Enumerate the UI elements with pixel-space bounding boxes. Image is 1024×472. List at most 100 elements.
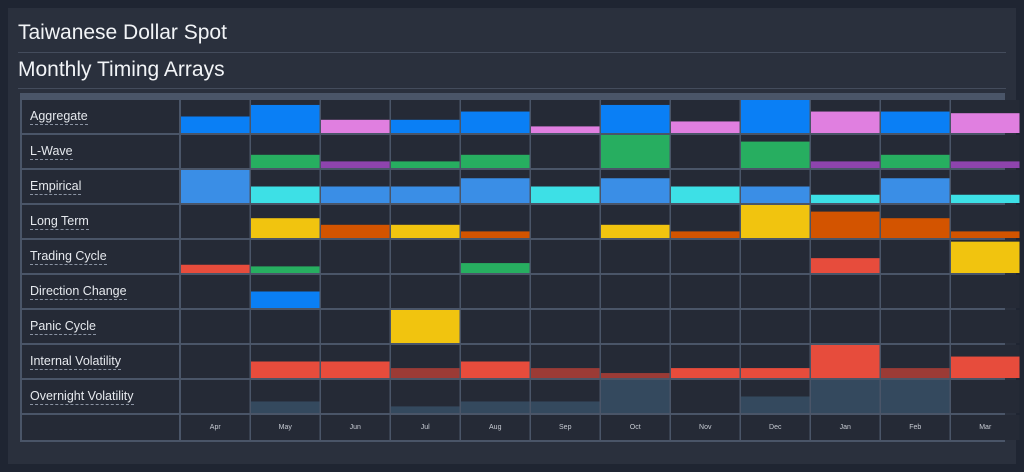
bar-trading-cycle-jan[interactable]: [811, 258, 880, 273]
bar-overnight-volatility-dec[interactable]: [741, 396, 810, 414]
bar-empirical-oct[interactable]: [601, 178, 670, 203]
bar-internal-volatility-oct[interactable]: [601, 373, 670, 378]
bar-trading-cycle-mar[interactable]: [951, 241, 1020, 273]
bar-aggregate-may[interactable]: [251, 104, 320, 133]
month-axis-cell: [321, 415, 390, 440]
row-label[interactable]: Panic Cycle: [30, 319, 96, 335]
bar-internal-volatility-feb[interactable]: [881, 368, 950, 378]
grid-cell: [531, 205, 600, 238]
month-axis-cell: [811, 415, 880, 440]
bar-overnight-volatility-sep[interactable]: [531, 401, 600, 413]
bar-aggregate-aug[interactable]: [461, 111, 530, 133]
bar-internal-volatility-mar[interactable]: [951, 356, 1020, 378]
bar-empirical-nov[interactable]: [671, 186, 740, 204]
grid-cell: [461, 275, 530, 308]
grid-cell: [181, 135, 250, 168]
bar-l-wave-jan[interactable]: [811, 161, 880, 168]
bar-internal-volatility-may[interactable]: [251, 361, 320, 379]
bar-internal-volatility-jun[interactable]: [321, 361, 390, 379]
bar-overnight-volatility-oct[interactable]: [601, 380, 670, 413]
bar-aggregate-dec[interactable]: [741, 100, 810, 133]
grid-cell: [181, 205, 250, 238]
grid-cell: [671, 310, 740, 343]
bar-long-term-may[interactable]: [251, 218, 320, 238]
bar-trading-cycle-may[interactable]: [251, 266, 320, 273]
bar-aggregate-jun[interactable]: [321, 119, 390, 133]
bar-internal-volatility-dec[interactable]: [741, 368, 810, 378]
bar-aggregate-jan[interactable]: [811, 111, 880, 133]
row-label-cell: [22, 205, 179, 238]
grid-cell: [181, 345, 250, 378]
grid-cell: [671, 240, 740, 273]
row-label[interactable]: Direction Change: [30, 284, 127, 300]
row-label[interactable]: Overnight Volatility: [30, 389, 134, 405]
bar-long-term-jul[interactable]: [391, 224, 460, 238]
bar-l-wave-oct[interactable]: [601, 135, 670, 168]
bar-long-term-aug[interactable]: [461, 231, 530, 238]
bar-empirical-may[interactable]: [251, 186, 320, 204]
bar-l-wave-may[interactable]: [251, 154, 320, 168]
month-axis-cell: [671, 415, 740, 440]
grid-cell: [601, 240, 670, 273]
bar-l-wave-aug[interactable]: [461, 154, 530, 168]
bar-aggregate-feb[interactable]: [881, 111, 950, 133]
bar-long-term-nov[interactable]: [671, 231, 740, 238]
month-axis-cell: [601, 415, 670, 440]
bar-l-wave-jul[interactable]: [391, 161, 460, 168]
grid-cell: [391, 240, 460, 273]
bar-l-wave-dec[interactable]: [741, 141, 810, 168]
row-label[interactable]: Internal Volatility: [30, 354, 122, 370]
bar-aggregate-apr[interactable]: [181, 116, 250, 134]
row-label-cell: [22, 275, 179, 308]
row-label[interactable]: Empirical: [30, 179, 82, 195]
bar-panic-cycle-jul[interactable]: [391, 310, 460, 343]
month-label: Jun: [349, 424, 361, 431]
bar-l-wave-feb[interactable]: [881, 154, 950, 168]
row-label[interactable]: Aggregate: [30, 109, 88, 125]
bar-aggregate-jul[interactable]: [391, 119, 460, 133]
bar-empirical-jul[interactable]: [391, 186, 460, 204]
row-label[interactable]: Long Term: [30, 214, 89, 230]
bar-long-term-mar[interactable]: [951, 231, 1020, 238]
bar-l-wave-mar[interactable]: [951, 161, 1020, 168]
bar-empirical-jun[interactable]: [321, 186, 390, 204]
bar-empirical-aug[interactable]: [461, 178, 530, 203]
bar-empirical-mar[interactable]: [951, 194, 1020, 203]
bar-internal-volatility-sep[interactable]: [531, 368, 600, 378]
bar-overnight-volatility-aug[interactable]: [461, 401, 530, 413]
bar-long-term-jun[interactable]: [321, 224, 390, 238]
bar-trading-cycle-aug[interactable]: [461, 263, 530, 273]
bar-l-wave-jun[interactable]: [321, 161, 390, 168]
bar-overnight-volatility-may[interactable]: [251, 401, 320, 413]
bar-aggregate-mar[interactable]: [951, 113, 1020, 133]
bar-aggregate-sep[interactable]: [531, 126, 600, 133]
bar-direction-change-may[interactable]: [251, 291, 320, 309]
grid-cell: [321, 310, 390, 343]
bar-aggregate-oct[interactable]: [601, 104, 670, 133]
grid-cell: [601, 310, 670, 343]
bar-long-term-feb[interactable]: [881, 218, 950, 238]
row-label[interactable]: Trading Cycle: [30, 249, 107, 265]
bar-empirical-dec[interactable]: [741, 186, 810, 204]
bar-internal-volatility-nov[interactable]: [671, 368, 740, 378]
grid-cell: [601, 275, 670, 308]
bar-trading-cycle-apr[interactable]: [181, 264, 250, 273]
bar-long-term-jan[interactable]: [811, 211, 880, 238]
row-label[interactable]: L-Wave: [30, 144, 73, 160]
bar-internal-volatility-jan[interactable]: [811, 345, 880, 378]
bar-overnight-volatility-jan[interactable]: [811, 380, 880, 413]
bar-overnight-volatility-jul[interactable]: [391, 406, 460, 413]
month-axis-cell: [881, 415, 950, 440]
bar-aggregate-nov[interactable]: [671, 121, 740, 133]
grid-cell: [741, 240, 810, 273]
bar-overnight-volatility-feb[interactable]: [881, 380, 950, 413]
bar-empirical-feb[interactable]: [881, 178, 950, 203]
month-label: May: [278, 424, 292, 431]
bar-empirical-jan[interactable]: [811, 194, 880, 203]
bar-long-term-dec[interactable]: [741, 205, 810, 238]
bar-internal-volatility-aug[interactable]: [461, 361, 530, 379]
bar-empirical-apr[interactable]: [181, 170, 250, 203]
bar-internal-volatility-jul[interactable]: [391, 368, 460, 378]
bar-long-term-oct[interactable]: [601, 224, 670, 238]
bar-empirical-sep[interactable]: [531, 186, 600, 204]
